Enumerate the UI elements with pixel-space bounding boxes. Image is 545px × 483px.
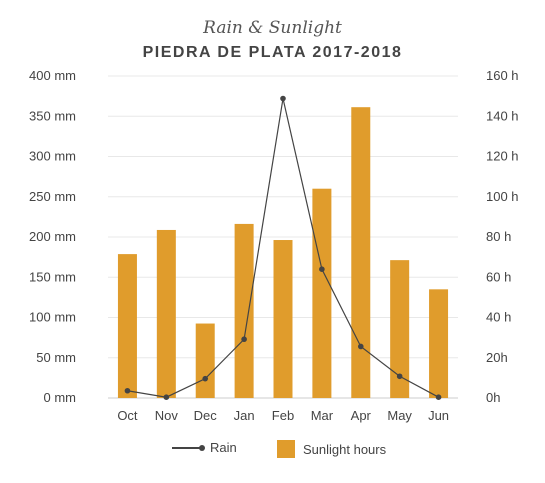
x-tick-label: Dec — [194, 408, 218, 423]
point — [241, 336, 247, 343]
y-left-tick-label: 250 mm — [29, 189, 76, 204]
x-tick-label: May — [387, 408, 412, 423]
y-left-tick-label: 400 mm — [29, 68, 76, 83]
y-left-tick-label: 200 mm — [29, 229, 76, 244]
legend-item-rain[interactable]: Rain — [172, 440, 237, 455]
x-tick-label: Mar — [311, 408, 334, 423]
legend-line-marker — [172, 444, 205, 451]
bar — [234, 223, 254, 398]
bar — [156, 229, 176, 398]
bar — [351, 107, 371, 398]
y-left-tick-label: 100 mm — [29, 310, 76, 325]
point — [435, 394, 442, 400]
legend-label-sunlight: Sunlight hours — [303, 441, 387, 457]
y-right-tick-label: 60 h — [486, 269, 511, 284]
y-left-tick-label: 300 mm — [29, 149, 76, 164]
y-right-tick-label: 20h — [486, 350, 508, 365]
y-right-tick-label: 40 h — [486, 310, 511, 325]
bar — [273, 240, 293, 398]
y-right-tick-label: 100 h — [486, 189, 519, 204]
y-right-tick-label: 80 h — [486, 229, 511, 244]
x-tick-label: Jun — [428, 408, 449, 423]
legend-label-rain: Rain — [210, 440, 237, 455]
bar — [390, 260, 410, 398]
chart-subtitle: PIEDRA DE PLATA 2017-2018 — [142, 44, 403, 61]
bar — [117, 254, 137, 398]
x-tick-label: Apr — [351, 408, 372, 423]
bar — [429, 289, 449, 398]
y-left-tick-label: 150 mm — [29, 269, 76, 284]
y-left-tick-label: 350 mm — [29, 108, 76, 123]
point — [319, 266, 325, 273]
x-tick-label: Nov — [155, 408, 179, 423]
y-right-tick-label: 160 h — [486, 68, 519, 83]
y-right-tick-label: 0h — [486, 390, 500, 405]
legend-item-sunlight[interactable]: Sunlight hours — [277, 440, 386, 458]
point — [124, 387, 131, 394]
bar — [312, 188, 332, 398]
x-tick-label: Jan — [234, 408, 255, 423]
bar — [195, 323, 215, 398]
point — [280, 95, 286, 102]
y-left-tick-label: 50 mm — [36, 350, 76, 365]
point — [357, 343, 364, 350]
x-tick-label: Feb — [272, 408, 294, 423]
chart-title: Rain & Sunlight — [203, 18, 342, 38]
legend-swatch-sunlight — [277, 440, 295, 458]
y-left-tick-label: 0 mm — [44, 390, 77, 405]
y-right-tick-label: 140 h — [486, 108, 519, 123]
point — [396, 373, 403, 380]
y-right-tick-label: 120 h — [486, 149, 519, 164]
legend: Rain Sunlight hours — [0, 440, 545, 460]
point — [163, 394, 170, 400]
point — [202, 375, 209, 382]
x-tick-label: Oct — [117, 408, 138, 423]
